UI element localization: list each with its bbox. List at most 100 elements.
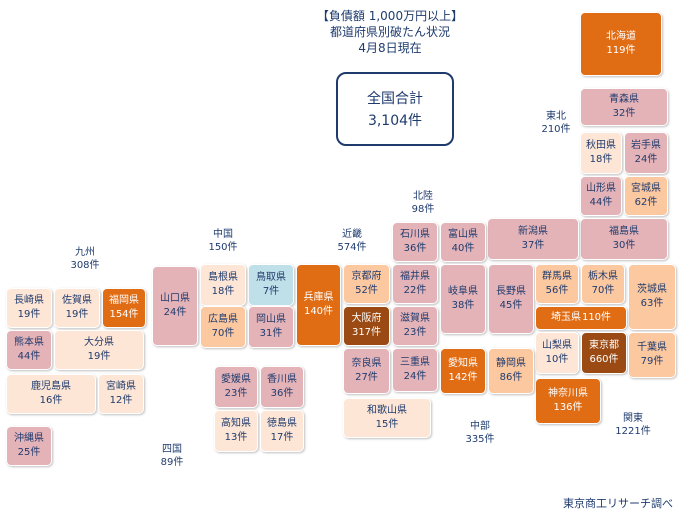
prefecture-count: 52件: [355, 285, 378, 296]
prefecture-shizuoka: 静岡県 86件: [488, 348, 534, 394]
prefecture-name: 熊本県: [14, 337, 44, 348]
prefecture-name: 兵庫県: [303, 292, 334, 303]
region-shikoku: 四国 89件: [142, 443, 202, 469]
prefecture-kanagawa: 神奈川県 136件: [535, 378, 601, 424]
prefecture-count: 30件: [612, 240, 636, 251]
prefecture-name: 京都府: [351, 271, 382, 282]
prefecture-name: 岐阜県: [448, 286, 478, 297]
prefecture-iwate: 岩手県 24件: [624, 132, 668, 174]
prefecture-count: 7件: [262, 286, 280, 297]
prefecture-name: 長野県: [496, 286, 526, 297]
prefecture-count: 142件: [448, 372, 478, 383]
prefecture-count: 24件: [163, 307, 187, 318]
region-kyushu: 九州 308件: [55, 246, 115, 272]
prefecture-yamanashi: 山梨県 10件: [535, 332, 579, 374]
prefecture-name: 大阪府: [351, 313, 382, 324]
prefecture-name: 福井県: [400, 271, 430, 282]
prefecture-name: 東京都: [589, 340, 619, 351]
prefecture-name: 奈良県: [351, 358, 382, 369]
prefecture-wakayama: 和歌山県 15件: [343, 398, 431, 438]
prefecture-count: 10件: [545, 354, 569, 365]
prefecture-count: 12件: [109, 395, 133, 406]
prefecture-fukui: 福井県 22件: [392, 264, 438, 304]
prefecture-hokkaido: 北海道 119件: [580, 12, 662, 76]
prefecture-name: 静岡県: [496, 358, 526, 369]
prefecture-tochigi: 栃木県 70件: [581, 264, 625, 304]
prefecture-count: 317件: [351, 327, 382, 338]
prefecture-name: 埼玉県: [550, 312, 581, 323]
prefecture-ehime: 愛媛県 23件: [214, 366, 258, 408]
prefecture-oita: 大分県 19件: [54, 330, 144, 370]
prefecture-name: 滋賀県: [400, 313, 430, 324]
prefecture-kyoto: 京都府 52件: [343, 264, 390, 304]
national-total-label: 全国合計: [367, 91, 423, 107]
region-count: 89件: [160, 457, 184, 468]
prefecture-count: 15件: [375, 419, 399, 430]
region-tohoku: 東北 210件: [526, 110, 586, 136]
prefecture-name: 秋田県: [586, 140, 616, 151]
region-name: 東北: [546, 111, 566, 122]
title-line-1: 【負債額 1,000万円以上】: [316, 9, 464, 23]
prefecture-tokushima: 徳島県 17件: [260, 410, 304, 452]
prefecture-toyama: 富山県 40件: [440, 222, 486, 262]
prefecture-name: 愛媛県: [221, 374, 251, 385]
prefecture-name: 神奈川県: [548, 388, 588, 399]
prefecture-count: 17件: [270, 432, 294, 443]
prefecture-count: 136件: [553, 402, 583, 413]
prefecture-count: 70件: [591, 285, 615, 296]
prefecture-yamaguchi: 山口県 24件: [152, 266, 198, 346]
prefecture-name: 青森県: [609, 94, 639, 105]
prefecture-niigata: 新潟県 37件: [487, 218, 579, 260]
prefecture-count: 24件: [634, 154, 658, 165]
prefecture-ibaraki: 茨城県 63件: [628, 264, 676, 330]
prefecture-name: 愛知県: [448, 358, 478, 369]
region-count: 308件: [70, 260, 100, 271]
prefecture-name: 島根県: [208, 272, 238, 283]
prefecture-name: 新潟県: [518, 226, 548, 237]
region-name: 北陸: [413, 191, 433, 202]
region-count: 1221件: [615, 426, 651, 437]
prefecture-nagano: 長野県 45件: [488, 264, 534, 334]
prefecture-kagoshima: 鹿児島県 16件: [6, 374, 96, 414]
prefecture-gunma: 群馬県 56件: [535, 264, 579, 304]
prefecture-count: 63件: [640, 298, 664, 309]
prefecture-shiga: 滋賀県 23件: [392, 306, 438, 346]
region-count: 150件: [208, 242, 238, 253]
prefecture-name: 山口県: [160, 293, 190, 304]
region-name: 中国: [213, 229, 233, 240]
prefecture-count: 62件: [634, 197, 658, 208]
region-count: 335件: [465, 434, 495, 445]
prefecture-count: 56件: [545, 285, 569, 296]
national-total-value: 3,104件: [367, 113, 423, 129]
prefecture-count: 13件: [224, 432, 248, 443]
prefecture-count: 32件: [612, 108, 636, 119]
prefecture-name: 岩手県: [631, 140, 661, 151]
prefecture-name: 福島県: [609, 226, 639, 237]
prefecture-count: 44件: [589, 197, 613, 208]
prefecture-count: 16件: [39, 395, 63, 406]
prefecture-count: 140件: [303, 306, 334, 317]
prefecture-count: 79件: [640, 356, 664, 367]
prefecture-name: 石川県: [400, 229, 430, 240]
prefecture-kagawa: 香川県 36件: [260, 366, 304, 408]
prefecture-count: 110件: [581, 312, 612, 323]
prefecture-miyagi: 宮城県 62件: [624, 176, 668, 216]
prefecture-name: 宮崎県: [106, 381, 136, 392]
prefecture-name: 佐賀県: [62, 295, 92, 306]
prefecture-count: 44件: [17, 351, 41, 362]
prefecture-name: 山形県: [586, 183, 616, 194]
prefecture-yamagata: 山形県 44件: [580, 176, 622, 216]
region-name: 九州: [75, 247, 95, 258]
prefecture-count: 27件: [355, 372, 378, 383]
region-name: 関東: [623, 413, 643, 424]
prefecture-gifu: 岐阜県 38件: [440, 264, 486, 334]
region-name: 近畿: [342, 229, 362, 240]
prefecture-tokyo: 東京都 660件: [581, 332, 627, 374]
prefecture-aomori: 青森県 32件: [580, 88, 668, 126]
prefecture-name: 沖縄県: [14, 433, 44, 444]
prefecture-name: 高知県: [221, 418, 251, 429]
prefecture-name: 岡山県: [256, 314, 286, 325]
prefecture-count: 19件: [65, 309, 89, 320]
prefecture-shimane: 島根県 18件: [200, 264, 246, 306]
prefecture-aichi: 愛知県 142件: [440, 348, 486, 394]
